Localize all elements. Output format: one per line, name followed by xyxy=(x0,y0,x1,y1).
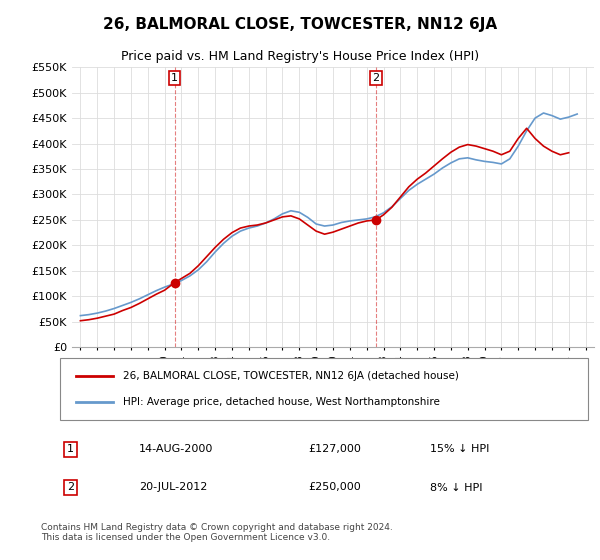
Text: £250,000: £250,000 xyxy=(308,483,361,492)
Text: 14-AUG-2000: 14-AUG-2000 xyxy=(139,445,214,454)
Text: Contains HM Land Registry data © Crown copyright and database right 2024.
This d: Contains HM Land Registry data © Crown c… xyxy=(41,523,393,542)
Text: 1: 1 xyxy=(171,73,178,83)
Text: Price paid vs. HM Land Registry's House Price Index (HPI): Price paid vs. HM Land Registry's House … xyxy=(121,50,479,63)
Text: £127,000: £127,000 xyxy=(308,445,361,454)
Text: 26, BALMORAL CLOSE, TOWCESTER, NN12 6JA (detached house): 26, BALMORAL CLOSE, TOWCESTER, NN12 6JA … xyxy=(124,371,459,381)
Text: 15% ↓ HPI: 15% ↓ HPI xyxy=(430,445,489,454)
Text: 26, BALMORAL CLOSE, TOWCESTER, NN12 6JA: 26, BALMORAL CLOSE, TOWCESTER, NN12 6JA xyxy=(103,17,497,32)
Text: HPI: Average price, detached house, West Northamptonshire: HPI: Average price, detached house, West… xyxy=(124,396,440,407)
FancyBboxPatch shape xyxy=(60,358,588,420)
Text: 20-JUL-2012: 20-JUL-2012 xyxy=(139,483,208,492)
Text: 1: 1 xyxy=(67,445,74,454)
Text: 2: 2 xyxy=(67,483,74,492)
Text: 8% ↓ HPI: 8% ↓ HPI xyxy=(430,483,482,492)
Text: 2: 2 xyxy=(373,73,380,83)
